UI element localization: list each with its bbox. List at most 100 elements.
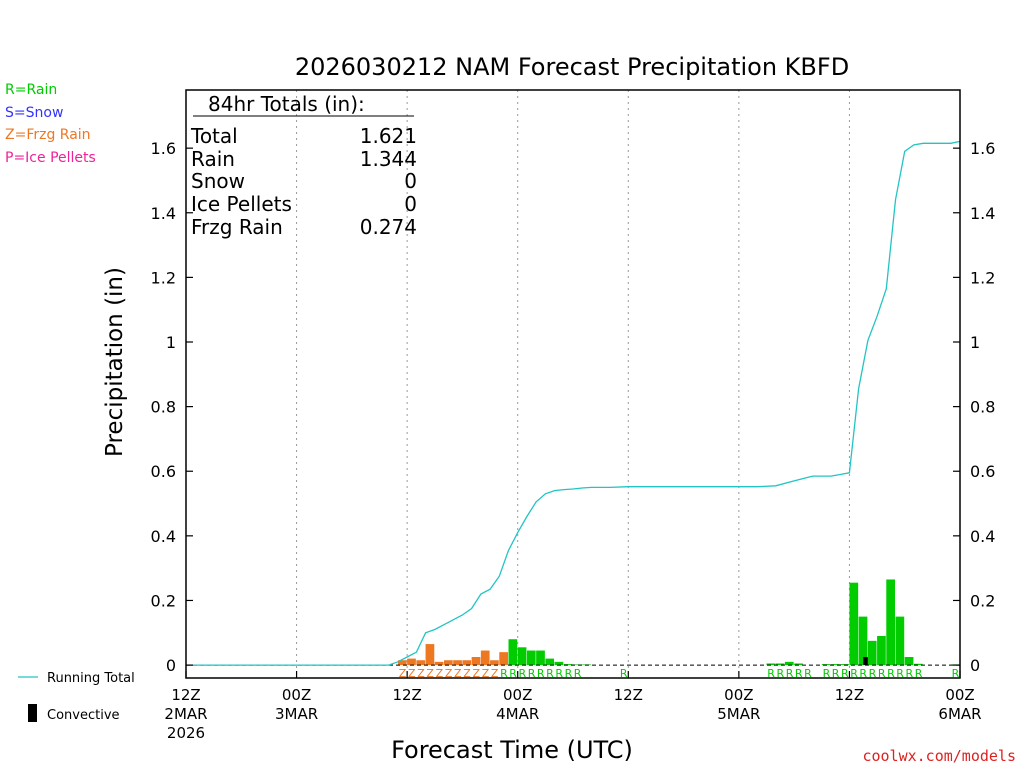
ptype-marker: R [859,667,867,680]
totals-label-rain: Rain [191,147,235,171]
precip-bar [407,658,416,666]
totals-value-total: 1.621 [360,124,417,148]
totals-title: 84hr Totals (in): [208,92,365,116]
x-tick-label: 00Z [282,686,311,704]
ptype-marker: Z [445,667,453,680]
y-tick-label-left: 0 [166,656,176,675]
x-tick-label: 6MAR [938,705,981,723]
ptype-marker: Z [399,667,407,680]
precip-bar [545,658,555,666]
x-tick-label: 00Z [503,686,532,704]
precip-bar [434,661,444,666]
running-total-legend-label: Running Total [47,671,135,686]
ptype-marker: R [823,667,831,680]
x-tick-label: 00Z [945,686,974,704]
ptype-marker: Z [426,667,434,680]
credit-text: coolwx.com/models [862,747,1016,765]
y-tick-label-right: 0.2 [970,591,995,610]
precip-bar [536,650,545,666]
y-tick-label-right: 0 [970,656,980,675]
ptype-marker: Z [454,667,462,680]
totals-label-ice: Ice Pellets [191,192,292,216]
precip-bar [471,657,481,666]
ptype-marker: R [555,667,563,680]
x-tick-label: 12Z [614,686,643,704]
ptype-marker: Z [491,667,499,680]
ptype-marker: R [869,667,877,680]
convective-bars [863,657,868,666]
totals-box: 84hr Totals (in): Total 1.621 Rain 1.344… [190,92,417,239]
ptype-marker: R [767,667,775,680]
precip-bar [480,650,490,666]
precip-bar [444,660,453,666]
precip-bar [490,660,499,666]
legend-frzg-rain: Z=Frzg Rain [5,127,91,143]
ptype-marker: R [841,667,849,680]
precip-bar [526,650,536,666]
x-tick-label: 12Z [835,686,864,704]
precip-bar [886,579,895,666]
ptype-marker: R [804,667,812,680]
totals-value-snow: 0 [404,169,417,193]
precip-bar [766,663,776,666]
precip-bar [849,582,859,666]
precip-bar [831,664,840,666]
y-tick-label-left: 0.6 [151,462,176,481]
precip-bar [867,640,877,666]
totals-value-ice: 0 [404,192,417,216]
totals-label-frzg: Frzg Rain [191,215,283,239]
ptype-marker: R [574,667,582,680]
convective-legend-swatch [28,704,37,722]
precip-bar [425,644,435,666]
x-tick-label: 4MAR [496,705,539,723]
series-legend: Running Total Convective [18,671,135,723]
legend-snow: S=Snow [5,105,64,121]
running-total-line [186,140,961,666]
ptype-marker: Z [463,667,471,680]
y-tick-label-right: 0.6 [970,462,995,481]
precip-bars [397,579,960,666]
precip-bar [573,664,582,666]
y-tick-label-right: 1.2 [970,268,995,287]
y-tick-label-left: 1 [166,333,176,352]
ptype-marker: R [620,667,628,680]
x-tick-label: 3MAR [275,705,318,723]
ptype-marker: R [786,667,794,680]
ptype-marker: R [509,667,517,680]
ptype-marker: R [952,667,960,680]
y-tick-label-left: 1.6 [151,139,176,158]
y-tick-label-right: 0.8 [970,398,995,417]
precip-bar [517,647,527,666]
ptype-marker: R [518,667,526,680]
precip-bar [784,661,794,666]
precip-bar [794,663,803,666]
x-tick-label: 2MAR [164,705,207,723]
ptype-marker: R [850,667,858,680]
ptype-marker: Z [472,667,480,680]
ptype-marker: R [565,667,573,680]
ptype-marker: R [795,667,803,680]
ptype-marker: Z [408,667,416,680]
precip-bar [462,660,472,666]
x-tick-label: 5MAR [717,705,760,723]
y-tick-label-left: 0.4 [151,527,176,546]
ptype-marker: R [500,667,508,680]
ptype-marker: R [546,667,554,680]
x-axis-label: Forecast Time (UTC) [391,736,633,764]
y-tick-label-right: 0.4 [970,527,995,546]
totals-value-rain: 1.344 [360,147,417,171]
chart-title: 2026030212 NAM Forecast Precipitation KB… [295,53,849,81]
ptype-marker: R [878,667,886,680]
precip-bar [877,636,886,666]
totals-label-snow: Snow [191,169,245,193]
precip-bar [775,663,785,666]
legend-rain: R=Rain [5,82,58,98]
y-tick-label-left: 0.2 [151,591,176,610]
convective-bar [863,657,868,666]
y-tick-label-left: 1.4 [151,204,176,223]
ptype-marker: R [528,667,536,680]
totals-value-frzg: 0.274 [360,215,417,239]
plot-frame [185,89,961,679]
